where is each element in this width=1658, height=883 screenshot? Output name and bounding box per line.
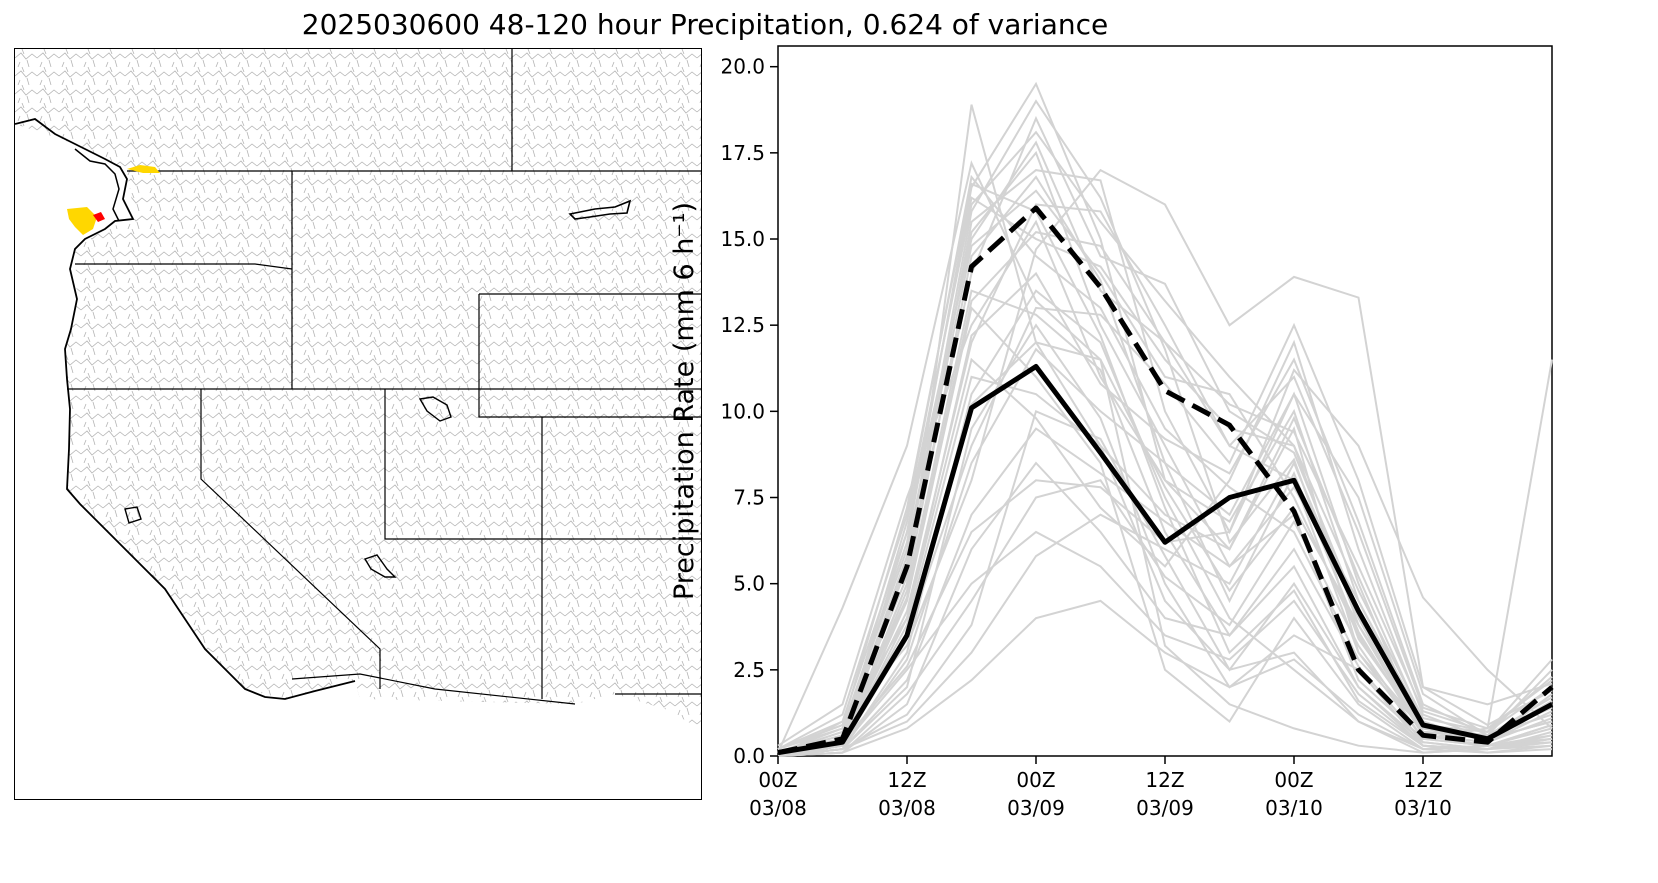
y-tick-label: 17.5 (720, 141, 765, 165)
map-canvas (15, 49, 701, 729)
x-tick-label: 00Z (758, 768, 797, 792)
ensemble-member-line (777, 231, 1553, 754)
ensemble-member-line (777, 99, 1553, 754)
ensemble-member-line (777, 196, 1553, 751)
x-axis: 00Z 03/08 12Z 03/08 00Z 03/09 12Z 03/09 00Z 03/10… (749, 756, 1452, 820)
state-borders (67, 49, 701, 705)
x-tick-label: 00Z (1274, 768, 1313, 792)
y-axis: 0.0 2.5 5.0 7.5 10.0 12.5 15.0 17.5 20.0 (720, 55, 778, 768)
y-tick-label: 15.0 (720, 227, 765, 251)
puget-sound (74, 148, 120, 222)
highlight-strait (127, 165, 160, 173)
x-tick-label: 12Z (1403, 768, 1442, 792)
x-tick-label: 12Z (887, 768, 926, 792)
ensemble-member-line (777, 339, 1553, 751)
coastline (15, 118, 356, 700)
y-tick-label: 20.0 (720, 55, 765, 79)
y-tick-label: 5.0 (733, 572, 765, 596)
figure-title: 2025030600 48-120 hour Precipitation, 0.… (301, 8, 1109, 41)
ensemble-member-line (777, 150, 1553, 754)
ensemble-member-line (777, 203, 1553, 754)
x-tick-label: 12Z (1145, 768, 1184, 792)
ensemble-member-line (777, 479, 1553, 757)
y-tick-label: 10.0 (720, 399, 765, 423)
ensemble-member-line (777, 289, 1553, 757)
x-tick-date-label: 03/10 (1394, 796, 1452, 820)
y-tick-label: 2.5 (733, 658, 765, 682)
ensemble-member-line (777, 175, 1553, 754)
ensemble-member-line (777, 289, 1553, 757)
series-lines (777, 205, 1554, 756)
x-tick-date-label: 03/08 (878, 796, 936, 820)
y-tick-label: 7.5 (733, 486, 765, 510)
precipitation-map (14, 48, 702, 800)
y-tick-label: 0.0 (733, 744, 765, 768)
ensemble-member-line (777, 160, 1553, 754)
solid-black-line (777, 364, 1554, 756)
x-tick-label: 00Z (1016, 768, 1055, 792)
x-tick-date-label: 03/08 (749, 796, 807, 820)
lake-4 (124, 506, 142, 524)
lake-3 (363, 554, 397, 578)
lake-2 (418, 396, 452, 422)
highlight-olympic (67, 207, 97, 235)
ensemble-member-line (777, 140, 1553, 757)
ensemble-member-line (777, 271, 1553, 757)
ensemble-member-line (777, 599, 1553, 757)
dashed-mean-line (777, 205, 1554, 756)
ensemble-member-line (777, 409, 1553, 757)
lake-1 (568, 199, 632, 220)
highlight-red (93, 212, 105, 222)
x-tick-date-label: 03/09 (1007, 796, 1065, 820)
y-tick-label: 12.5 (720, 313, 765, 337)
ensemble-member-line (777, 182, 1553, 751)
x-tick-date-label: 03/09 (1136, 796, 1194, 820)
x-tick-date-label: 03/10 (1265, 796, 1323, 820)
y-axis-label: Precipitation Rate (mm 6 h⁻¹) (669, 202, 700, 600)
